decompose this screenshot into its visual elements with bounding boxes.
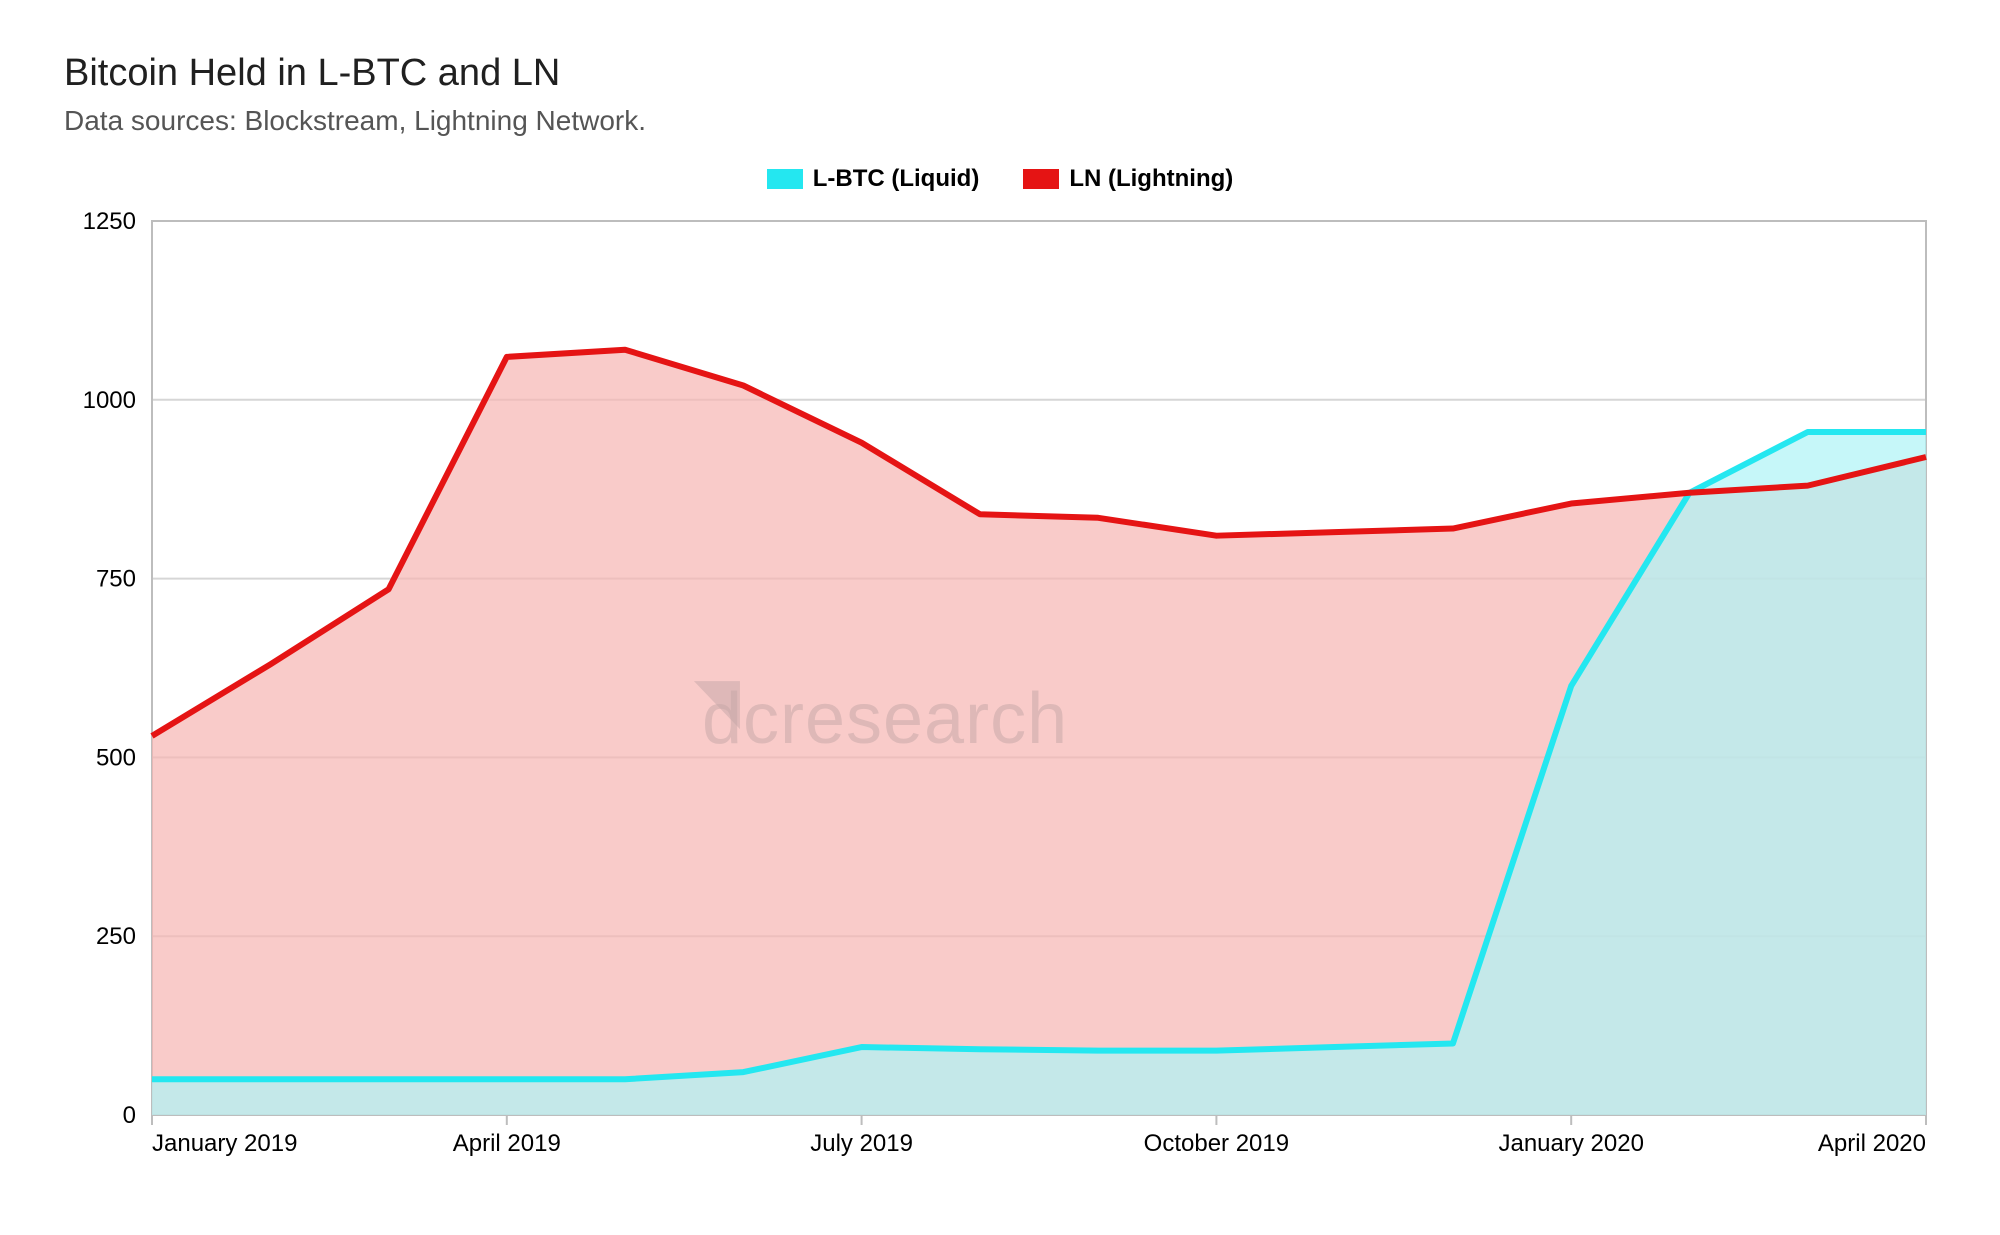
legend-swatch-ln xyxy=(1023,169,1059,189)
svg-text:250: 250 xyxy=(96,923,136,950)
svg-text:500: 500 xyxy=(96,744,136,771)
legend-item-lbtc: L-BTC (Liquid) xyxy=(767,165,980,193)
watermark-text: dcresearch xyxy=(702,679,1068,759)
x-tick-label: October 2019 xyxy=(1144,1130,1289,1157)
legend: L-BTC (Liquid) LN (Lightning) xyxy=(64,165,1936,193)
svg-text:1250: 1250 xyxy=(83,211,136,235)
x-tick-label: January 2019 xyxy=(152,1130,297,1157)
x-tick-label: April 2019 xyxy=(453,1130,561,1157)
legend-label-lbtc: L-BTC (Liquid) xyxy=(813,165,980,193)
x-tick-label: April 2020 xyxy=(1818,1130,1926,1157)
svg-text:1000: 1000 xyxy=(83,387,136,414)
legend-item-ln: LN (Lightning) xyxy=(1023,165,1233,193)
x-tick-label: July 2019 xyxy=(810,1130,913,1157)
x-tick-label: January 2020 xyxy=(1498,1130,1643,1157)
legend-label-ln: LN (Lightning) xyxy=(1069,165,1233,193)
chart-container: Bitcoin Held in L-BTC and LN Data source… xyxy=(0,0,2000,1235)
chart-title: Bitcoin Held in L-BTC and LN xyxy=(64,52,1936,95)
svg-text:750: 750 xyxy=(96,566,136,593)
chart-svg: 0 250 500 750 1000 1250 dcresearch January 2019… xyxy=(64,211,1936,1171)
plot-area: 0 250 500 750 1000 1250 dcresearch January 2019… xyxy=(64,211,1936,1171)
svg-text:0: 0 xyxy=(123,1102,136,1129)
chart-subtitle: Data sources: Blockstream, Lightning Net… xyxy=(64,105,1936,137)
legend-swatch-lbtc xyxy=(767,169,803,189)
